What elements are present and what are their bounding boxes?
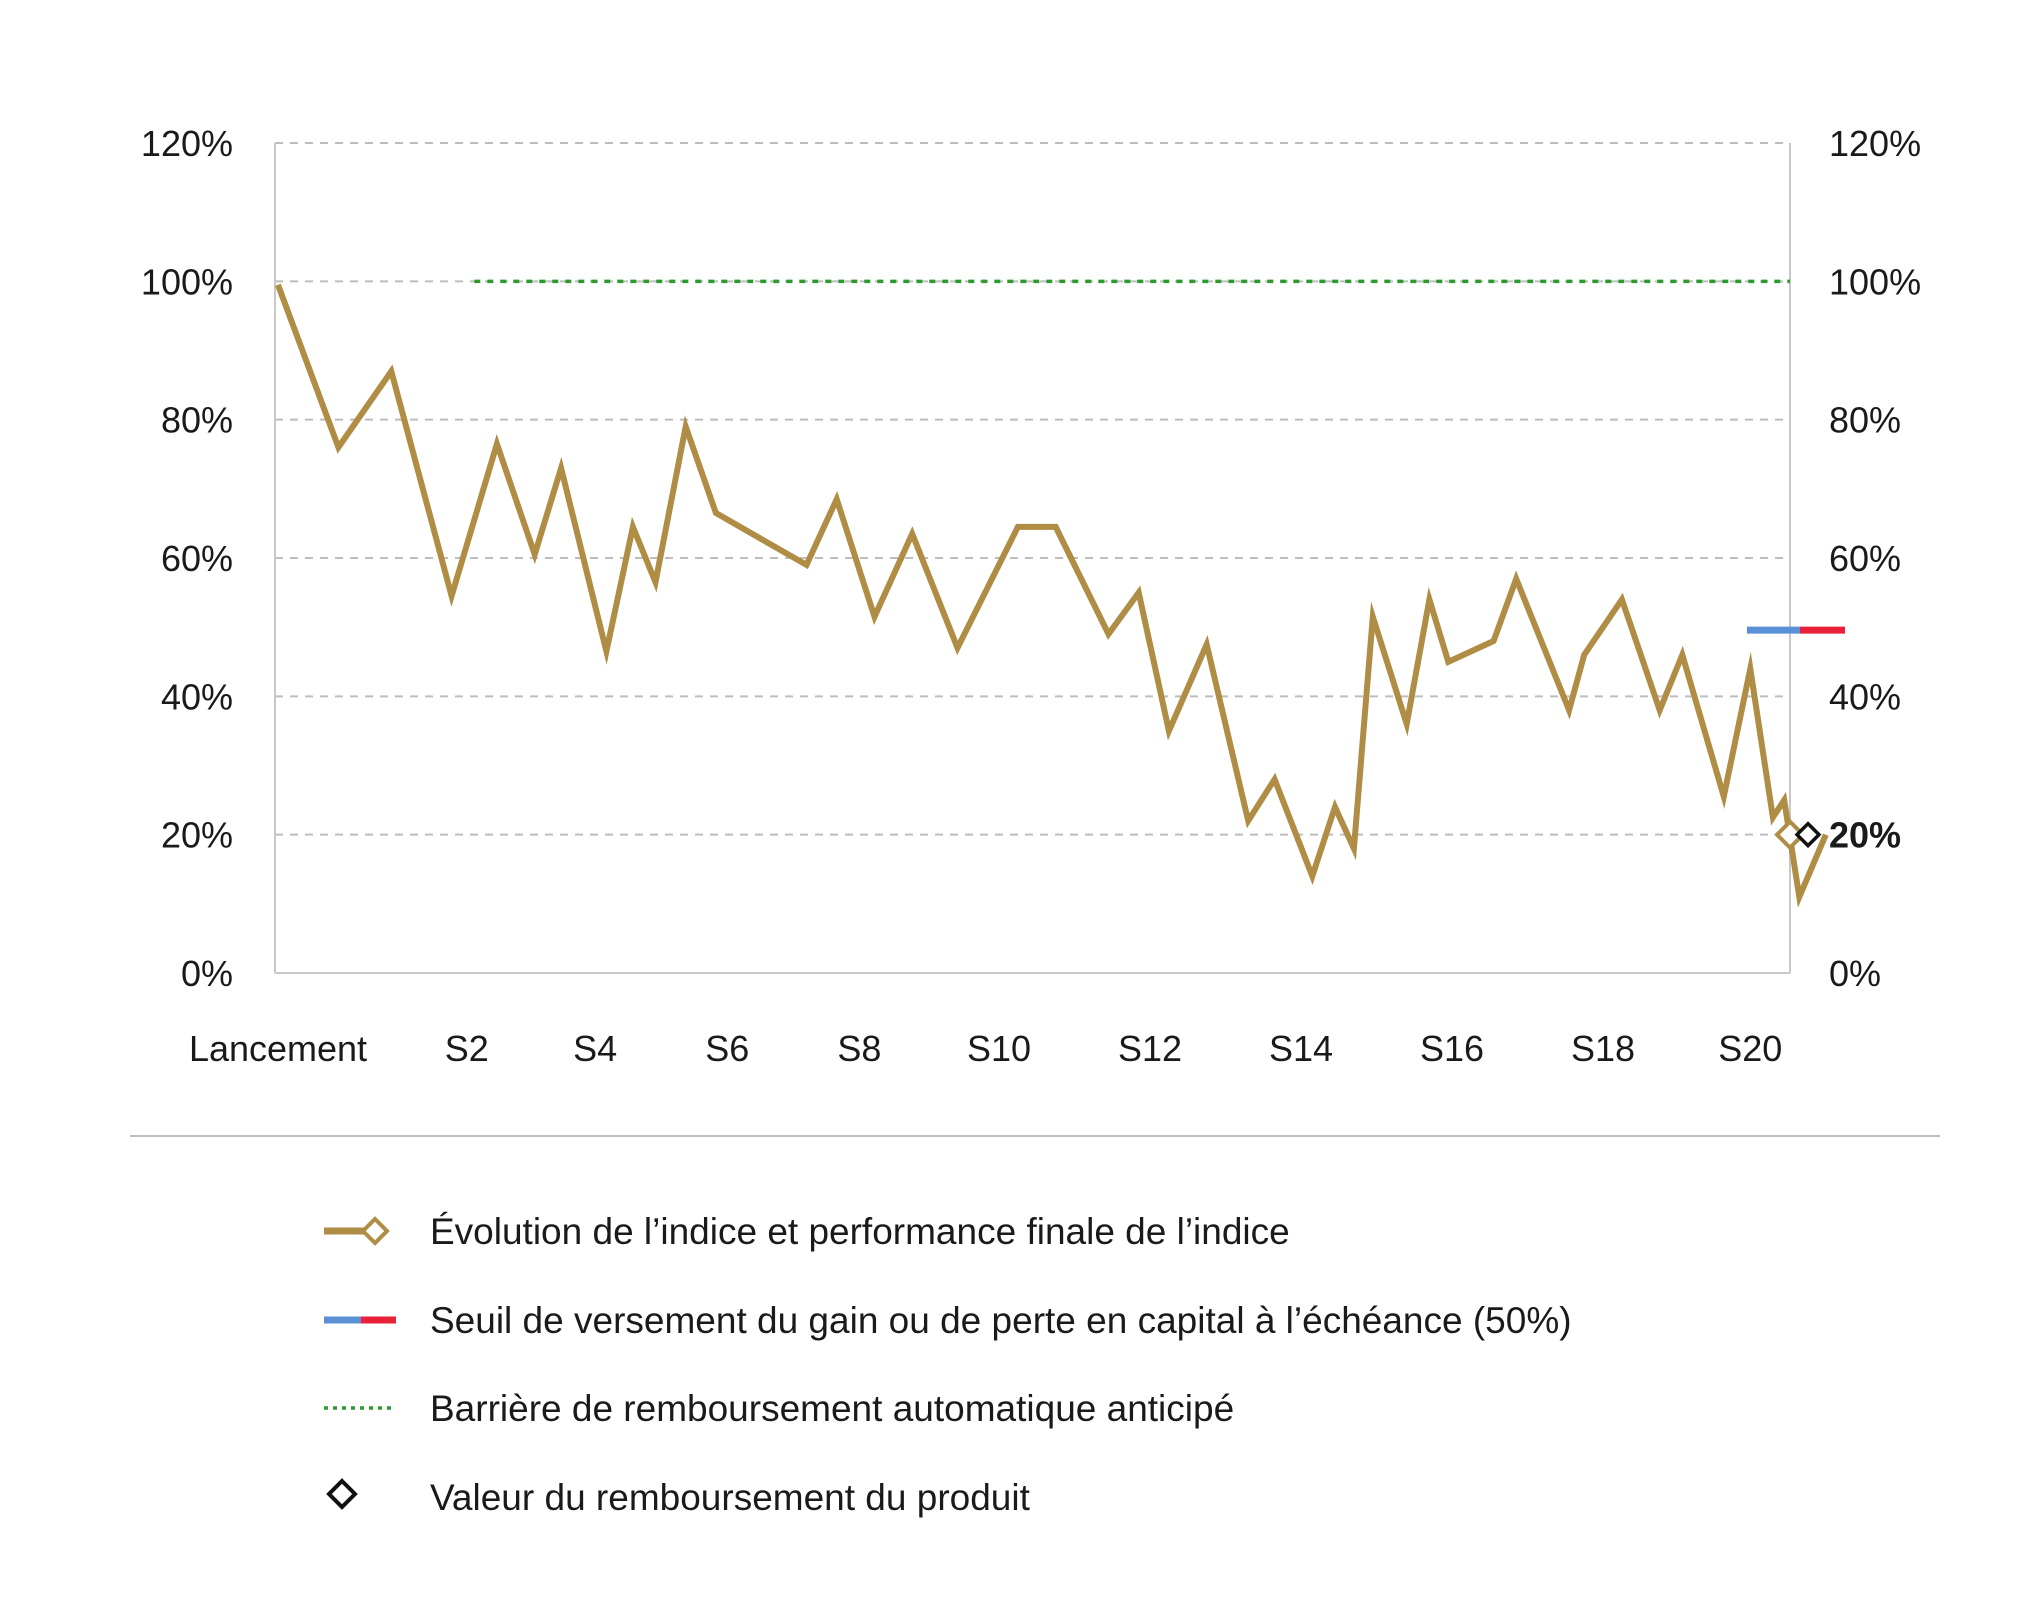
index-series-line <box>275 283 1829 908</box>
x-tick-label: S8 <box>837 1028 881 1069</box>
x-tick-label: S4 <box>573 1028 617 1069</box>
legend-item: Barrière de remboursement automatique an… <box>324 1388 1234 1429</box>
legend-label: Seuil de versement du gain ou de perte e… <box>430 1300 1572 1341</box>
y-tick-label-right: 80% <box>1829 400 1901 441</box>
legend-label: Valeur du remboursement du produit <box>430 1477 1031 1518</box>
legend-label: Barrière de remboursement automatique an… <box>430 1388 1234 1429</box>
final-performance-marker <box>1774 818 1806 851</box>
x-tick-label: S12 <box>1118 1028 1182 1069</box>
series-layer <box>275 279 1845 908</box>
legend-layer: Évolution de l’indice et performance fin… <box>130 1135 1940 1518</box>
x-tick-label: Lancement <box>189 1028 367 1069</box>
y-tick-label-left: 80% <box>161 400 233 441</box>
y-tick-label-left: 20% <box>161 815 233 856</box>
y-tick-label-left: 60% <box>161 538 233 579</box>
label-layer: 0% 0% 20% 20% 40% 40% 60% 60% 80% 80% 100% 100% 120%… <box>141 123 1921 1069</box>
legend-gold-diamond-icon <box>360 1216 390 1246</box>
x-tick-label: S2 <box>445 1028 489 1069</box>
legend-item: Évolution de l’indice et performance fin… <box>324 1211 1290 1252</box>
redemption-value-marker <box>1794 821 1822 849</box>
x-tick-label: S18 <box>1571 1028 1635 1069</box>
legend-item: Valeur du remboursement du produit <box>326 1477 1031 1518</box>
x-tick-label: S6 <box>705 1028 749 1069</box>
x-tick-label: S20 <box>1718 1028 1782 1069</box>
y-tick-label-right: 40% <box>1829 676 1901 717</box>
y-tick-label-right: 60% <box>1829 538 1901 579</box>
x-tick-label: S14 <box>1269 1028 1333 1069</box>
y-tick-label-left: 0% <box>181 953 233 994</box>
legend-item: Seuil de versement du gain ou de perte e… <box>324 1300 1572 1341</box>
y-tick-label-left: 40% <box>161 676 233 717</box>
y-tick-label-right: 120% <box>1829 123 1921 164</box>
x-tick-label: S10 <box>967 1028 1031 1069</box>
y-tick-label-left: 120% <box>141 123 233 164</box>
y-tick-label-right: 100% <box>1829 261 1921 302</box>
y-tick-label-left: 100% <box>141 261 233 302</box>
y-tick-label-right: 0% <box>1829 953 1881 994</box>
redemption-value-label: 20% <box>1829 815 1901 856</box>
legend-label: Évolution de l’indice et performance fin… <box>430 1211 1290 1252</box>
legend-black-diamond-icon <box>326 1478 358 1510</box>
x-tick-label: S16 <box>1420 1028 1484 1069</box>
grid-layer <box>275 142 1790 836</box>
